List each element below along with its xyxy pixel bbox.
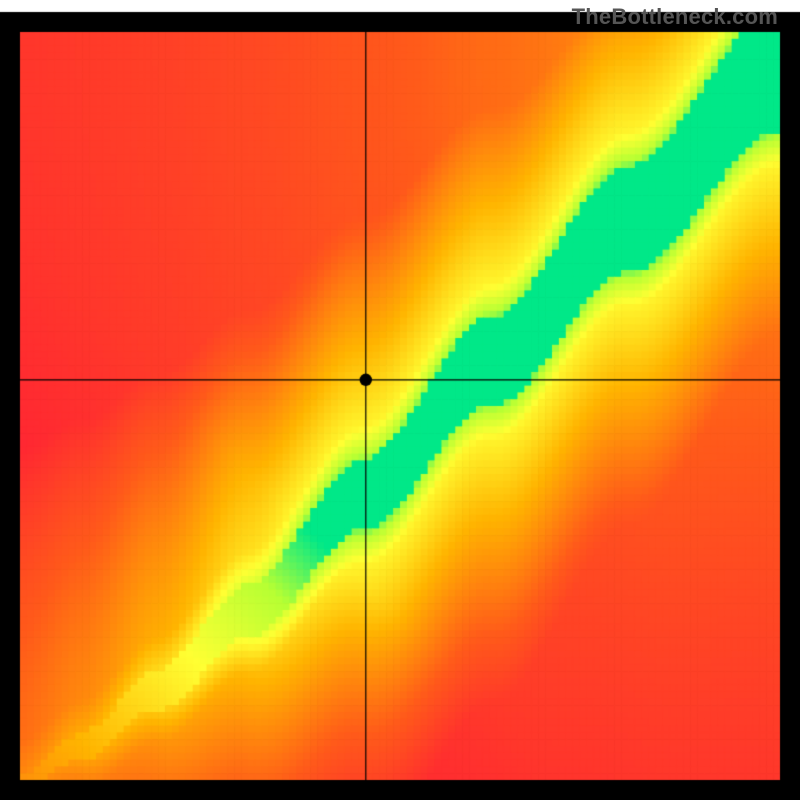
- bottleneck-heatmap-canvas: [0, 0, 800, 800]
- watermark-text: TheBottleneck.com: [572, 4, 778, 30]
